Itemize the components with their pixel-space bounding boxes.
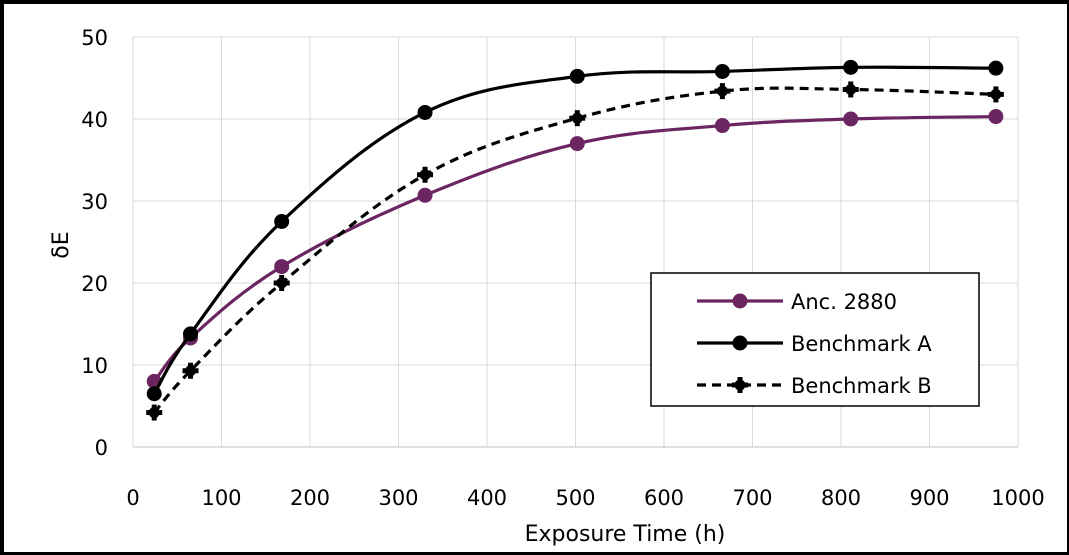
chart-frame: 0 100 200 300 400 500 600 700 800 900 1000 0 10 20 30…: [4, 4, 1067, 552]
series-anc-2880: [146, 109, 1004, 389]
legend-label: Benchmark A: [791, 332, 932, 356]
y-tick-label: 50: [81, 26, 108, 50]
data-point: [183, 326, 199, 342]
legend-label: Anc. 2880: [791, 290, 897, 314]
y-tick-label: 10: [81, 354, 108, 378]
data-point: [988, 60, 1004, 76]
series-benchmark-a: [146, 59, 1004, 402]
data-point: [843, 111, 859, 127]
axes: [132, 37, 1018, 448]
x-tick-label: 200: [290, 486, 330, 510]
legend: Anc. 2880 Benchmark A Benchmark B: [650, 272, 980, 407]
data-point-v: [574, 110, 580, 127]
data-point-v: [719, 83, 725, 100]
legend-label: Benchmark B: [791, 374, 932, 398]
series-benchmark-b: [146, 81, 1004, 421]
data-point: [843, 59, 859, 75]
data-point: [146, 386, 162, 402]
x-tick-label: 600: [644, 486, 684, 510]
legend-entry: Anc. 2880: [697, 290, 897, 314]
legend-entry: Benchmark A: [697, 332, 932, 356]
x-axis-label: Exposure Time (h): [525, 522, 726, 547]
legend-swatch-marker-v: [737, 377, 743, 393]
data-point-v: [422, 166, 428, 183]
y-tick-label: 20: [81, 272, 108, 296]
x-tick-label: 800: [821, 486, 861, 510]
data-point-v: [993, 86, 999, 103]
y-tick-label: 0: [95, 436, 108, 460]
y-tick-labels: 0 10 20 30 40 50: [81, 26, 108, 460]
data-point-v: [151, 404, 157, 421]
data-point: [417, 187, 433, 203]
x-tick-label: 500: [555, 486, 595, 510]
x-tick-label: 700: [732, 486, 772, 510]
x-tick-label: 0: [126, 486, 139, 510]
y-axis-label: δE: [49, 231, 74, 258]
series-layer: [146, 59, 1004, 421]
data-point: [417, 104, 433, 120]
x-tick-label: 100: [201, 486, 241, 510]
y-tick-label: 40: [81, 108, 108, 132]
data-point: [274, 214, 290, 229]
data-point: [274, 259, 290, 275]
data-point: [569, 136, 585, 152]
y-tick-label: 30: [81, 190, 108, 214]
line-chart: 0 100 200 300 400 500 600 700 800 900 1000 0 10 20 30…: [49, 26, 1045, 547]
x-tick-label: 300: [378, 486, 418, 510]
data-point-v: [188, 362, 194, 379]
legend-entry: Benchmark B: [697, 374, 932, 398]
x-tick-label: 400: [467, 486, 507, 510]
data-point-v: [848, 81, 854, 98]
data-point: [714, 63, 730, 79]
data-point-v: [279, 275, 285, 291]
x-tick-labels: 0 100 200 300 400 500 600 700 800 900 1000: [126, 486, 1044, 510]
data-point: [569, 68, 585, 84]
x-tick-label: 1000: [991, 486, 1044, 510]
data-point: [988, 109, 1004, 125]
series-line: [152, 65, 996, 395]
legend-swatch-marker: [732, 335, 748, 351]
data-point: [714, 118, 730, 134]
legend-swatch-marker: [732, 293, 748, 309]
x-tick-label: 900: [909, 486, 949, 510]
